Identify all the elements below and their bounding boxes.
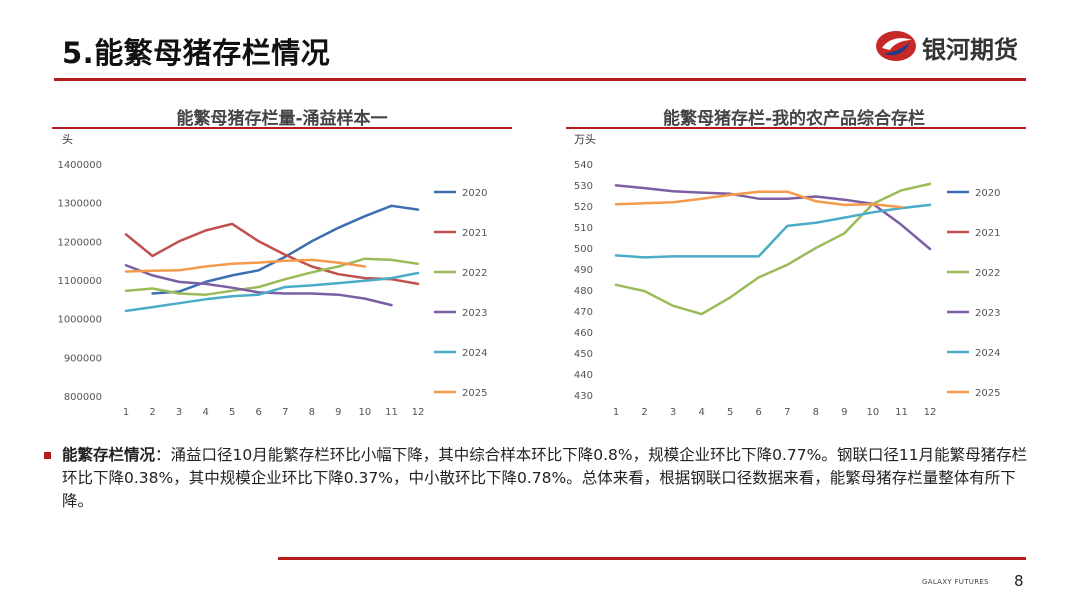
chart-right-y-tick-label: 540 <box>574 160 593 171</box>
chart-right-y-tick-label: 490 <box>574 265 593 276</box>
chart-left-y-tick-label: 800000 <box>64 392 102 403</box>
chart-right-y-tick-label: 500 <box>574 244 593 255</box>
chart-left-y-tick-label: 1400000 <box>57 160 102 171</box>
chart-right-title: 能繁母猪存栏-我的农产品综合存栏 <box>662 109 926 129</box>
title-divider <box>54 78 1026 81</box>
chart-right-legend-2022-label: 2022 <box>975 268 1000 279</box>
chart-left-series-2024-line <box>124 271 420 313</box>
chart-left-legend-2025-label: 2025 <box>462 388 487 399</box>
chart-left-x-tick-label: 6 <box>256 407 262 418</box>
chart-left-y-tick-label: 1000000 <box>57 315 102 326</box>
chart-right-x-tick-label: 9 <box>841 407 847 418</box>
chart-right-legend-2025-label: 2025 <box>975 388 1000 399</box>
chart-left-legend-2020-label: 2020 <box>462 188 487 199</box>
chart-right-title-rule <box>566 127 1026 129</box>
chart-left-x-tick-label: 3 <box>176 407 182 418</box>
chart-left-y-tick-label: 1300000 <box>57 199 102 210</box>
chart-right-x-tick-label: 3 <box>670 407 676 418</box>
brand-name: 银河期货 <box>922 36 1018 64</box>
chart-left-x-tick-label: 11 <box>385 407 398 418</box>
chart-left-legend-2022-label: 2022 <box>462 268 487 279</box>
chart-left-y-tick-label: 900000 <box>64 353 102 364</box>
chart-right-unit-label: 万头 <box>574 133 596 146</box>
chart-left-series-2025-line <box>124 258 367 273</box>
chart-right-series-2023-line <box>614 184 932 251</box>
chart-right-x-tick-label: 7 <box>784 407 790 418</box>
chart-right-x-tick-label: 12 <box>924 407 937 418</box>
chart-right-x-tick-label: 5 <box>727 407 733 418</box>
chart-right-series-2024-line <box>614 203 932 259</box>
chart-left-x-tick-label: 7 <box>282 407 288 418</box>
chart-left-plot: 头 800000 900000 1000000 1100000 1200000 130000… <box>57 133 487 418</box>
chart-left-x-tick-label: 10 <box>359 407 372 418</box>
chart-right-x-tick-label: 4 <box>698 407 704 418</box>
chart-right-y-tick-label: 460 <box>574 328 593 339</box>
chart-right-x-tick-label: 11 <box>895 407 908 418</box>
bullet-icon <box>44 452 51 459</box>
chart-right-y-tick-label: 480 <box>574 286 593 297</box>
page-title: 5.能繁母猪存栏情况 <box>62 36 331 70</box>
summary-text: ：涌益口径10月能繁存栏环比小幅下降，其中综合样本环比下降0.8%，规模企业环比… <box>62 446 1028 510</box>
chart-right-x-tick-label: 6 <box>756 407 762 418</box>
chart-right-legend-2020-label: 2020 <box>975 188 1000 199</box>
chart-right-x-tick-label: 2 <box>641 407 647 418</box>
chart-left-x-tick-label: 4 <box>202 407 208 418</box>
summary-lead: 能繁存栏情况 <box>62 446 156 464</box>
chart-left-title-rule <box>52 127 512 129</box>
chart-left-legend-2023-label: 2023 <box>462 308 487 319</box>
chart-left-title: 能繁母猪存栏量-涌益样本一 <box>176 109 388 129</box>
page-number: 8 <box>1014 572 1024 590</box>
chart-right-x-tick-label: 8 <box>813 407 819 418</box>
chart-left-legend-2021-label: 2021 <box>462 228 487 239</box>
chart-left-y-tick-label: 1100000 <box>57 276 102 287</box>
chart-right-x-tick-label: 1 <box>613 407 619 418</box>
chart-left-x-tick-label: 5 <box>229 407 235 418</box>
chart-right-y-tick-label: 530 <box>574 181 593 192</box>
chart-left-unit-label: 头 <box>62 133 73 146</box>
chart-left-x-tick-label: 8 <box>309 407 315 418</box>
chart-left-y-tick-label: 1200000 <box>57 237 102 248</box>
chart-left-legend-2024-label: 2024 <box>462 348 487 359</box>
brand-logo-icon <box>876 31 916 61</box>
chart-right-legend-2021-label: 2021 <box>975 228 1000 239</box>
chart-right-x-tick-label: 10 <box>867 407 880 418</box>
chart-left-x-tick-label: 9 <box>335 407 341 418</box>
chart-right-y-tick-label: 430 <box>574 391 593 402</box>
chart-right-y-tick-label: 520 <box>574 202 593 213</box>
chart-right-series-2022-line <box>614 182 932 316</box>
chart-left-series-2020-line <box>151 204 420 295</box>
summary-paragraph: 能繁存栏情况：涌益口径10月能繁存栏环比小幅下降，其中综合样本环比下降0.8%，… <box>44 444 1037 513</box>
chart-left-series-2023-line <box>124 264 393 307</box>
footer-divider <box>278 557 1026 560</box>
chart-left-series-2021-line <box>124 222 420 286</box>
chart-left-x-tick-label: 2 <box>149 407 155 418</box>
chart-left-series-2022-line <box>124 257 420 296</box>
chart-right-legend-2023-label: 2023 <box>975 308 1000 319</box>
chart-right-series-2025-line <box>614 190 903 209</box>
chart-left-x-tick-label: 1 <box>123 407 129 418</box>
chart-right-y-tick-label: 440 <box>574 370 593 381</box>
chart-left-x-tick-label: 12 <box>412 407 425 418</box>
chart-right-y-tick-label: 510 <box>574 223 593 234</box>
chart-right-legend-2024-label: 2024 <box>975 348 1000 359</box>
footer-brand: GALAXY FUTURES <box>922 578 989 586</box>
chart-right-y-tick-label: 470 <box>574 307 593 318</box>
chart-right-y-tick-label: 450 <box>574 349 593 360</box>
